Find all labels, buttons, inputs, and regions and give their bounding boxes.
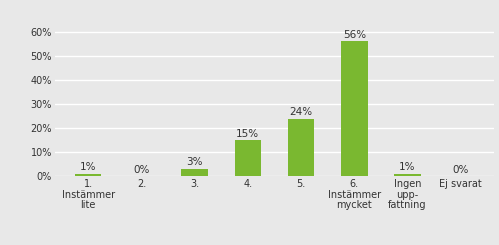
Bar <box>181 169 208 176</box>
Text: 0%: 0% <box>133 165 150 175</box>
Bar <box>394 174 421 176</box>
Text: 15%: 15% <box>236 129 259 138</box>
Bar <box>288 119 314 176</box>
Text: 56%: 56% <box>343 30 366 40</box>
Text: 3%: 3% <box>186 158 203 168</box>
Bar <box>75 174 101 176</box>
Text: 24%: 24% <box>289 107 313 117</box>
Bar <box>235 140 261 176</box>
Text: 1%: 1% <box>399 162 416 172</box>
Text: 0%: 0% <box>453 165 469 175</box>
Bar <box>341 41 368 176</box>
Text: 1%: 1% <box>80 162 96 172</box>
